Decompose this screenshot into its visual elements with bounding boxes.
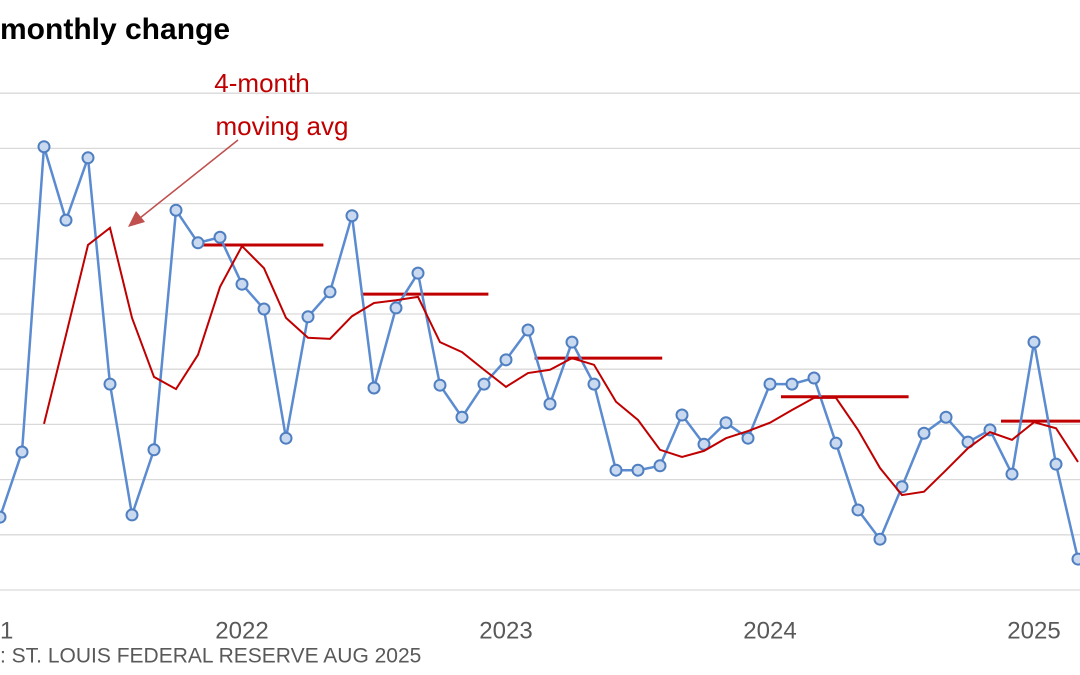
point [807, 371, 821, 385]
point [213, 230, 227, 244]
point [0, 510, 7, 524]
point [191, 236, 205, 250]
series-line [0, 146, 1080, 560]
point [301, 310, 315, 324]
point [103, 377, 117, 391]
point [829, 436, 843, 450]
annotation-arrowhead [128, 211, 145, 227]
point [125, 508, 139, 522]
point [785, 377, 799, 391]
point [279, 431, 293, 445]
point [741, 431, 755, 445]
point [257, 302, 271, 316]
point [609, 463, 623, 477]
point [873, 532, 887, 546]
point [433, 378, 447, 392]
point [521, 323, 535, 337]
point [37, 140, 51, 154]
point [235, 277, 249, 291]
series-line [43, 226, 1079, 497]
point [367, 381, 381, 395]
point [631, 463, 645, 477]
point [411, 266, 425, 280]
x-tick-label: 1 [0, 617, 13, 644]
annotation-text: moving avg [216, 111, 349, 141]
point [851, 503, 865, 517]
point [565, 335, 579, 349]
point [81, 151, 95, 165]
point [1071, 552, 1080, 566]
x-tick-label: 2024 [743, 617, 796, 644]
point [15, 445, 29, 459]
point [323, 285, 337, 299]
point [675, 408, 689, 422]
point [477, 377, 491, 391]
point [1049, 457, 1063, 471]
point [59, 213, 73, 227]
point [455, 410, 469, 424]
point [719, 416, 733, 430]
source: : ST. LOUIS FEDERAL RESERVE AUG 2025 [0, 645, 421, 668]
x-tick-label: 2022 [215, 617, 268, 644]
x-tick-label: 2025 [1007, 617, 1060, 644]
point [499, 353, 513, 367]
point [939, 410, 953, 424]
point [345, 209, 359, 223]
point [917, 426, 931, 440]
point [169, 203, 183, 217]
point [543, 397, 557, 411]
point [587, 377, 601, 391]
point [147, 443, 161, 457]
point [653, 459, 667, 473]
point [1005, 467, 1019, 481]
annotation-arrow [139, 139, 239, 219]
point [1027, 335, 1041, 349]
point [389, 301, 403, 315]
x-tick-label: 2023 [479, 617, 532, 644]
point [763, 377, 777, 391]
chart-title: monthly change [0, 13, 230, 46]
annotation-text: 4-month [214, 68, 309, 98]
